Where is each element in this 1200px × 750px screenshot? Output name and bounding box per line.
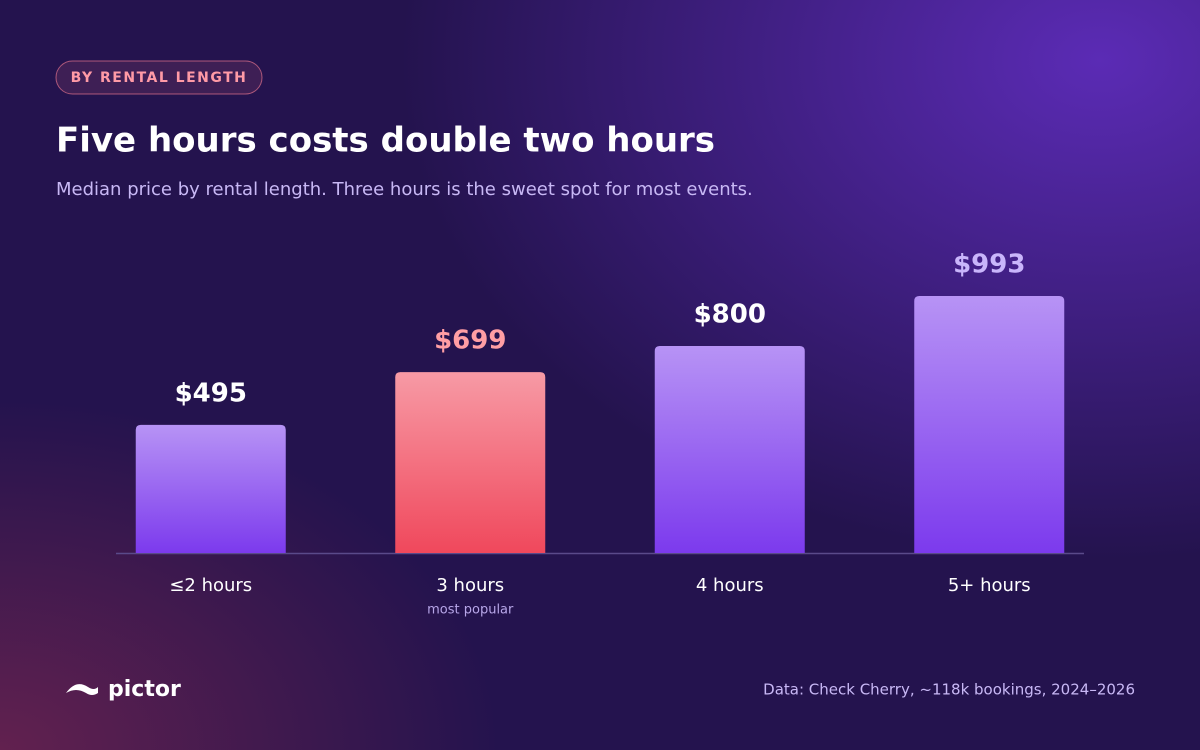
- category-label: 5+ hours: [948, 575, 1031, 596]
- badge: BY RENTAL LENGTH: [71, 70, 248, 86]
- value-label: $800: [694, 299, 766, 329]
- value-label: $699: [434, 326, 506, 356]
- bar: [914, 296, 1065, 553]
- bar: [135, 424, 286, 553]
- source: Data: Check Cherry, ~118k bookings, 2024…: [763, 681, 1135, 699]
- badge-pill: [55, 60, 263, 95]
- plot: $495 ≤2 hours $699 3 hours most popular $800 4…: [135, 250, 1065, 618]
- brand-logo: [66, 684, 98, 695]
- category-note: most popular: [427, 603, 514, 618]
- bar: [395, 372, 546, 553]
- chart-subtitle: Median price by rental length. Three hou…: [56, 179, 753, 200]
- bar: [654, 345, 805, 553]
- category-label: 4 hours: [696, 575, 764, 596]
- category-label: ≤2 hours: [169, 575, 252, 596]
- chart-title: Five hours costs double two hours: [56, 121, 715, 161]
- value-label: $495: [175, 378, 247, 408]
- brand: pictor: [108, 677, 181, 702]
- value-label: $993: [953, 250, 1025, 280]
- category-label: 3 hours: [436, 575, 504, 596]
